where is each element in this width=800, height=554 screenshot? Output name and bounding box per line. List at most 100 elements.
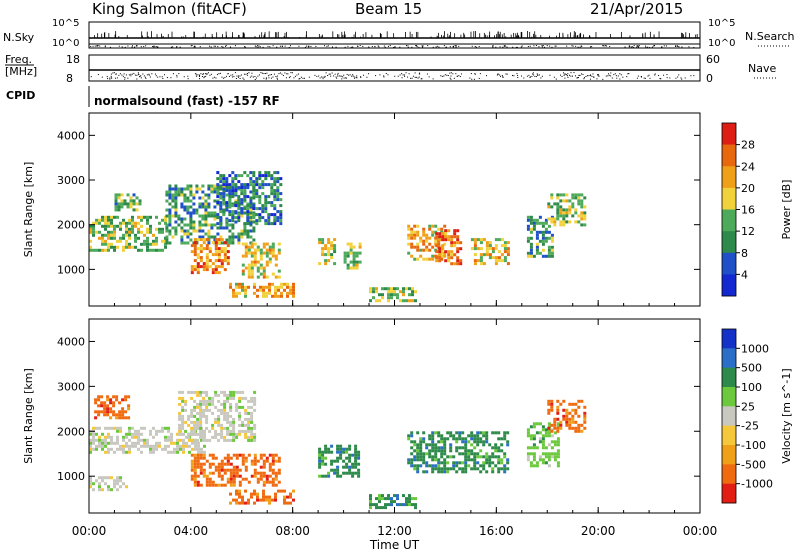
xtick-label: 20:00 xyxy=(581,524,616,538)
velocity-cell xyxy=(506,440,510,444)
power-cell xyxy=(378,299,381,303)
nsearch-dot xyxy=(449,46,451,48)
velocity-cell xyxy=(205,393,209,397)
nave-dot xyxy=(585,76,587,78)
velocity-cell xyxy=(485,470,489,474)
power-cell xyxy=(259,248,263,252)
nsearch-dot xyxy=(269,46,271,48)
power-cell xyxy=(217,247,221,251)
power-colorbar-segment xyxy=(722,123,736,145)
velocity-cell xyxy=(351,462,355,466)
power-cell xyxy=(580,211,584,215)
nsearch-dot xyxy=(290,45,292,47)
nave-dot xyxy=(690,75,692,77)
nave-dot xyxy=(610,72,612,74)
power-cell xyxy=(196,265,200,269)
power-cell xyxy=(232,294,235,298)
velocity-cell xyxy=(238,492,241,496)
velocity-cell xyxy=(208,429,212,433)
power-cell xyxy=(529,242,533,246)
velocity-cell xyxy=(134,441,137,445)
power-cell xyxy=(210,223,214,227)
nave-dot xyxy=(636,77,638,79)
velocity-cell xyxy=(330,444,334,448)
velocity-cell xyxy=(381,506,384,510)
velocity-cell xyxy=(119,476,122,480)
velocity-cell xyxy=(318,453,322,457)
nsearch-dot xyxy=(628,46,630,48)
velocity-cell xyxy=(336,456,340,460)
nave-dot xyxy=(111,77,113,79)
power-cell xyxy=(387,287,390,291)
power-cell xyxy=(252,192,256,196)
velocity-cell xyxy=(247,417,251,421)
nave-dot xyxy=(284,72,286,74)
velocity-cell xyxy=(250,396,254,400)
power-cell xyxy=(434,224,438,228)
power-cell xyxy=(255,207,259,211)
velocity-cell xyxy=(92,432,95,436)
velocity-cell xyxy=(89,441,92,445)
velocity-cell xyxy=(402,494,405,498)
power-cell xyxy=(190,244,194,248)
power-cell xyxy=(125,245,128,249)
velocity-cell xyxy=(419,455,423,459)
velocity-cell xyxy=(241,453,245,457)
power-cell xyxy=(438,232,442,236)
velocity-cell xyxy=(244,411,248,415)
velocity-colorbar-label: -25 xyxy=(741,420,759,433)
velocity-cell xyxy=(250,399,254,403)
velocity-cell xyxy=(500,443,504,447)
power-cell xyxy=(476,247,480,251)
velocity-cell xyxy=(529,425,533,429)
velocity-cell xyxy=(235,408,239,412)
velocity-cell xyxy=(253,399,257,403)
velocity-cell xyxy=(479,437,483,441)
power-cell xyxy=(225,226,229,230)
power-cell xyxy=(180,229,184,233)
nave-dot xyxy=(269,74,271,76)
velocity-cell xyxy=(330,468,334,472)
power-cell xyxy=(126,193,130,197)
power-cell xyxy=(482,238,486,242)
power-cell xyxy=(195,241,199,245)
velocity-cell xyxy=(199,465,203,469)
velocity-cell xyxy=(244,477,248,481)
power-cell xyxy=(343,260,347,264)
power-cell xyxy=(390,290,393,294)
power-cell xyxy=(431,254,435,258)
velocity-cell xyxy=(196,474,200,478)
power-cell xyxy=(208,265,212,269)
power-cell xyxy=(577,196,581,200)
power-cell xyxy=(137,221,140,225)
nsearch-dot xyxy=(633,46,635,48)
velocity-cell xyxy=(202,429,206,433)
velocity-cell xyxy=(238,483,242,487)
power-cell xyxy=(247,285,250,289)
velocity-cell xyxy=(413,458,417,462)
velocity-cell xyxy=(562,417,566,421)
power-cell xyxy=(255,180,259,184)
power-cell xyxy=(117,193,121,197)
power-cell xyxy=(92,227,95,231)
nave-dot xyxy=(227,73,229,75)
velocity-cell xyxy=(196,465,200,469)
power-cell xyxy=(240,189,244,193)
power-cell xyxy=(113,215,116,219)
power-cell xyxy=(562,223,566,227)
power-cell xyxy=(565,214,569,218)
power-cell xyxy=(450,250,454,254)
power-cell xyxy=(422,233,426,237)
velocity-cell xyxy=(458,446,462,450)
velocity-cell xyxy=(500,449,504,453)
power-cell xyxy=(286,282,289,286)
velocity-cell xyxy=(115,416,119,420)
freq-tick-top: 18 xyxy=(66,53,80,66)
power-cell xyxy=(143,239,146,243)
velocity-cell xyxy=(235,492,238,496)
velocity-cell xyxy=(199,417,203,421)
velocity-cell xyxy=(181,426,185,430)
power-cell xyxy=(556,217,560,221)
nsearch-dot xyxy=(571,45,573,47)
power-cell xyxy=(333,250,337,254)
